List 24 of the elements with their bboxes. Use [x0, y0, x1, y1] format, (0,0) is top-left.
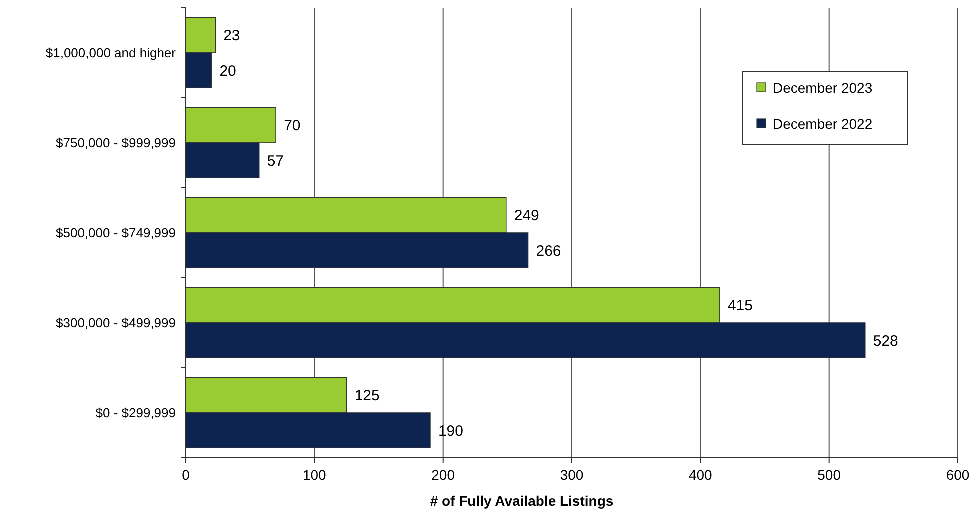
x-tick-label: 0 [182, 467, 190, 483]
legend-label: December 2023 [773, 80, 873, 96]
data-label: 23 [224, 28, 240, 45]
y-tick-label: $750,000 - $999,999 [56, 136, 176, 151]
y-tick-label: $500,000 - $749,999 [56, 226, 176, 241]
x-axis-title: # of Fully Available Listings [430, 493, 614, 509]
data-label: 70 [284, 118, 301, 135]
data-label: 415 [728, 298, 753, 315]
x-tick-label: 500 [818, 467, 842, 483]
y-tick-label: $0 - $299,999 [96, 406, 176, 421]
x-tick-label: 100 [302, 467, 327, 483]
data-label: 57 [267, 152, 284, 170]
x-tick-label: 400 [688, 467, 713, 483]
data-label: 528 [873, 332, 898, 350]
data-label: 20 [220, 62, 236, 80]
y-tick-label: $1,000,000 and higher [46, 46, 177, 61]
data-label: 125 [354, 388, 380, 405]
legend-label: December 2022 [773, 116, 873, 132]
x-tick-label: 200 [432, 467, 456, 483]
data-label: 249 [514, 208, 540, 225]
x-tick-label: 300 [560, 467, 584, 483]
data-label: 266 [536, 242, 562, 260]
y-tick-label: $300,000 - $499,999 [56, 316, 176, 331]
x-tick-label: 600 [946, 467, 970, 483]
